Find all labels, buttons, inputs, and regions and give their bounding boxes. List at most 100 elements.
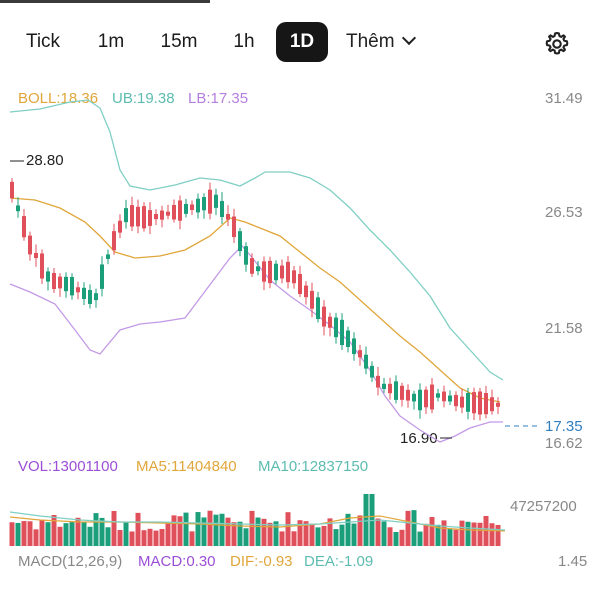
volume-bar [171, 515, 177, 546]
candle-body [178, 200, 182, 221]
boll-mid-line [9, 197, 501, 403]
candle-body [256, 266, 260, 272]
volume-bar [249, 510, 255, 546]
candle-body [412, 393, 416, 402]
volume-bar [207, 510, 213, 546]
candle-body [196, 198, 200, 213]
candle-body [286, 261, 290, 283]
more-label: Thêm [346, 31, 395, 52]
volume-bar [159, 528, 165, 546]
candle-body [154, 213, 158, 220]
volume-bar [117, 530, 123, 546]
candle-body [250, 258, 254, 274]
volume-bar [435, 524, 441, 546]
volume-bar [387, 527, 393, 546]
candle-body [472, 392, 476, 414]
volume-bar [327, 518, 333, 546]
volume-bar [81, 522, 87, 546]
candle-body [418, 389, 422, 411]
top-progress-line [0, 0, 210, 3]
candle-body [448, 395, 452, 402]
candle-body [64, 276, 68, 292]
candle-body [124, 208, 128, 223]
candle-body [220, 201, 224, 218]
candle-body [148, 210, 152, 226]
candle-body [406, 389, 410, 401]
volume-bar [399, 529, 405, 546]
volume-bar [489, 523, 495, 546]
volume-bar [279, 531, 285, 546]
volume-bar [339, 524, 345, 546]
candle-body [358, 350, 362, 358]
candle-body [400, 385, 404, 400]
candle-body [58, 276, 62, 289]
volume-bar [15, 522, 21, 546]
candle-body [436, 393, 440, 398]
candle-body [136, 206, 140, 227]
candle-body [190, 204, 194, 210]
volume-bar [21, 521, 27, 546]
tab-tick[interactable]: Tick [25, 31, 61, 52]
tab-15m[interactable]: 15m [160, 31, 198, 52]
volume-bar [201, 517, 207, 546]
candle-body [322, 306, 326, 327]
candle-body [88, 290, 92, 304]
volume-bar [129, 531, 135, 546]
gear-icon[interactable] [543, 30, 571, 58]
candle-body [478, 391, 482, 415]
macd-label: MACD:0.30 [138, 553, 216, 570]
volume-bar [141, 530, 147, 546]
current-price-label: 17.35 [545, 418, 583, 435]
volume-bar [465, 521, 471, 546]
candle-body [28, 235, 32, 255]
volume-bar [219, 513, 225, 546]
volume-bar [153, 530, 159, 546]
candle-body [202, 197, 206, 211]
volume-bar [9, 522, 15, 546]
volume-bar [135, 512, 141, 546]
more-dropdown[interactable]: Thêm [346, 22, 416, 62]
vol-label: VOL:13001100 [18, 458, 118, 475]
lb-label: LB:17.35 [188, 90, 249, 107]
candle-body [292, 270, 296, 284]
volume-bar [471, 522, 477, 546]
candle-body [388, 383, 392, 394]
volume-bar [321, 525, 327, 546]
candle-body [484, 393, 488, 415]
volume-bar [345, 513, 351, 546]
volume-bar [243, 528, 249, 546]
volume-bar [267, 522, 273, 546]
tab-1h[interactable]: 1h [233, 31, 255, 52]
candle-body [424, 389, 428, 408]
volume-bar [453, 529, 459, 546]
candle-body [454, 394, 458, 407]
volume-bar [255, 517, 261, 546]
candle-body [106, 254, 110, 259]
candle-body [370, 365, 374, 378]
volume-bar [285, 512, 291, 546]
volume-bar [231, 522, 237, 546]
candle-body [340, 319, 344, 346]
volume-bar [111, 510, 117, 546]
tab-1d[interactable]: 1D [276, 22, 328, 62]
volume-bar [39, 519, 45, 546]
volume-bar [429, 517, 435, 546]
candle-body [70, 277, 74, 296]
price-axis-bottom: 16.62 [545, 435, 583, 452]
candle-body [94, 293, 98, 301]
volume-bar [411, 510, 417, 546]
candle-body [274, 263, 278, 281]
candle-body [346, 330, 350, 347]
volume-bar [303, 521, 309, 546]
tab-1m[interactable]: 1m [97, 31, 125, 52]
volume-bar [393, 531, 399, 546]
dif-label: DIF:-0.93 [230, 553, 293, 570]
candle-body [82, 287, 86, 299]
candle-body [184, 203, 188, 214]
candle-body [238, 231, 242, 252]
candle-body [442, 391, 446, 402]
candle-body [130, 205, 134, 227]
candle-body [316, 297, 320, 320]
volume-bar [333, 529, 339, 546]
